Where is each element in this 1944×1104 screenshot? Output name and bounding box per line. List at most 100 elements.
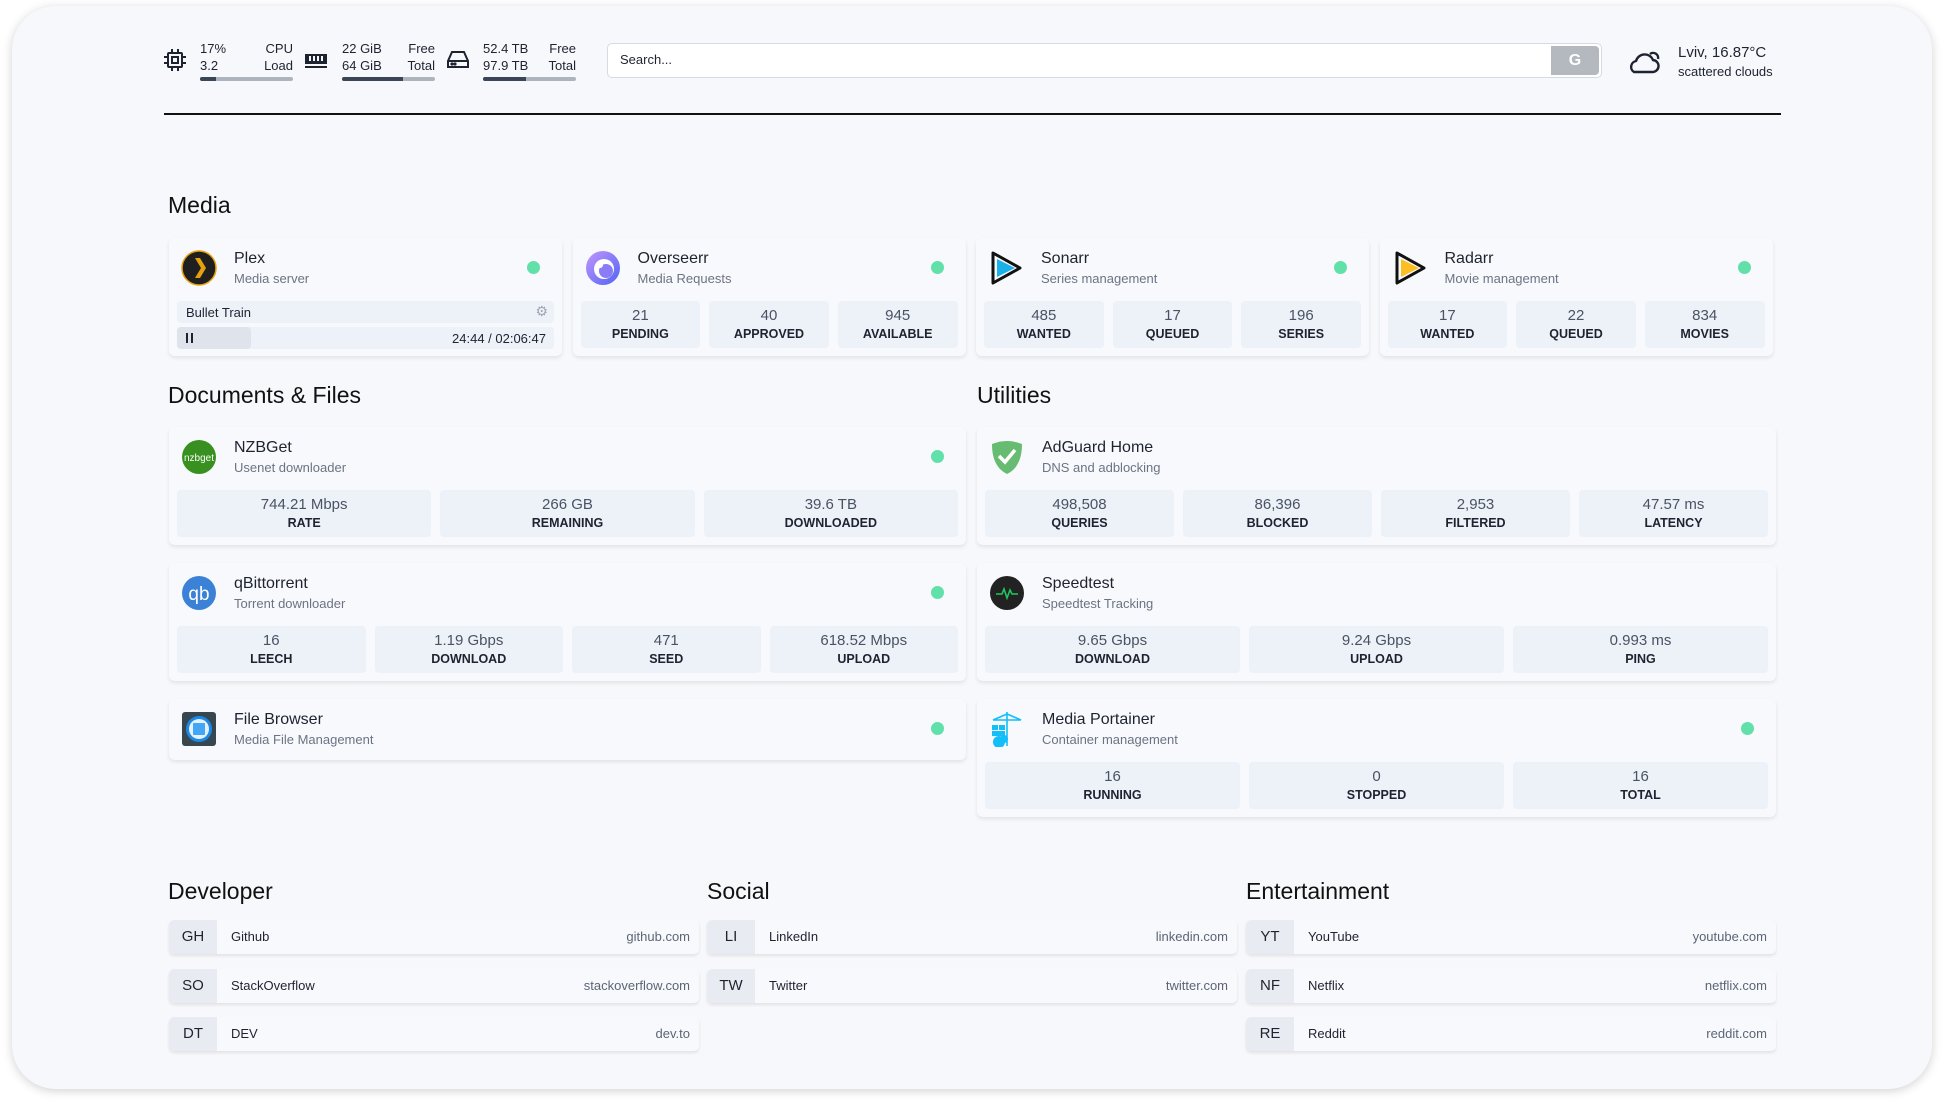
radarr-icon: [1392, 250, 1428, 286]
card-subtitle: Speedtest Tracking: [1042, 596, 1154, 611]
plex-card[interactable]: Plex Media server Bullet Train ⚙ 24:44 / 02:…: [169, 238, 562, 356]
stat-seed: 471 SEED: [572, 626, 761, 673]
pause-icon[interactable]: [186, 333, 193, 343]
stat-label: PING: [1625, 652, 1656, 666]
free-label: Free: [549, 41, 576, 56]
cpu-load: 3.2: [200, 58, 219, 73]
radarr-card[interactable]: Radarr Movie management 17 WANTED 22 QUEUED 83…: [1379, 238, 1773, 356]
settings-icon[interactable]: ⚙: [535, 303, 548, 319]
media-portainer-card[interactable]: Media Portainer Container management 16 RUN…: [977, 699, 1776, 817]
status-indicator: [1334, 261, 1347, 274]
stat-value: 47.57 ms: [1642, 496, 1705, 513]
stat-value: 1.19 Gbps: [434, 632, 504, 649]
stat-label: PENDING: [611, 327, 669, 341]
card-title: qBittorrent: [234, 575, 308, 592]
stat-label: LEECH: [250, 652, 293, 666]
stat-wanted: 17 WANTED: [1387, 301, 1508, 348]
stat-label: UPLOAD: [1350, 652, 1403, 666]
stat-downloaded: 39.6 TB DOWNLOADED: [703, 490, 958, 537]
now-playing-title: Bullet Train: [186, 305, 252, 320]
stat-value: 17: [1438, 307, 1456, 324]
stat-stopped: 0 STOPPED: [1249, 762, 1504, 809]
stat-rate: 744.21 Mbps RATE: [177, 490, 432, 537]
stat-label: BLOCKED: [1246, 516, 1309, 530]
overseerr-icon: [585, 250, 621, 286]
bookmark-linkedin[interactable]: LI LinkedIn linkedin.com: [707, 920, 1237, 954]
stat-label: WANTED: [1420, 327, 1475, 341]
section-entertainment: Entertainment: [1246, 878, 1390, 904]
bookmark-youtube[interactable]: YT YouTube youtube.com: [1246, 920, 1776, 954]
google-search-button[interactable]: G: [1551, 46, 1599, 75]
ram-total: 64 GiB: [342, 58, 382, 73]
svg-text:qb: qb: [188, 584, 209, 605]
stat-value: 39.6 TB: [804, 496, 857, 513]
disk-free: 52.4 TB: [483, 41, 529, 56]
playback-progress[interactable]: 24:44 / 02:06:47: [177, 327, 554, 349]
status-indicator: [931, 722, 944, 735]
stat-series: 196 SERIES: [1241, 301, 1362, 348]
card-subtitle: Media File Management: [234, 732, 374, 747]
speedtest-card[interactable]: Speedtest Speedtest Tracking 9.65 Gbps DOWN…: [977, 563, 1776, 681]
card-subtitle: Series management: [1041, 271, 1158, 286]
stat-label: APPROVED: [733, 327, 805, 341]
card-title: Radarr: [1444, 250, 1494, 267]
bookmark-abbr: SO: [169, 968, 217, 1003]
stat-label: DOWNLOADED: [784, 516, 877, 530]
sonarr-card[interactable]: Sonarr Series management 485 WANTED 17 QUEUED…: [976, 238, 1369, 356]
total-label: Total: [407, 58, 435, 73]
hard-drive-icon: [447, 51, 469, 68]
stat-value: 618.52 Mbps: [820, 632, 908, 649]
card-title: Plex: [234, 250, 266, 267]
bookmark-stackoverflow[interactable]: SO StackOverflow stackoverflow.com: [169, 968, 699, 1003]
status-indicator: [931, 586, 944, 599]
stat-value: 0: [1372, 768, 1381, 785]
bookmark-abbr: RE: [1246, 1017, 1294, 1051]
disk-total: 97.9 TB: [483, 58, 529, 73]
card-title: Media Portainer: [1042, 711, 1155, 728]
bookmark-name: Twitter: [769, 977, 808, 993]
stat-value: 471: [653, 632, 679, 649]
bookmark-url: github.com: [626, 929, 690, 944]
card-subtitle: DNS and adblocking: [1042, 460, 1161, 475]
card-subtitle: Movie management: [1444, 271, 1559, 286]
section-developer: Developer: [168, 878, 273, 904]
file-browser-card[interactable]: File Browser Media File Management: [169, 699, 966, 760]
bookmark-abbr: DT: [169, 1017, 217, 1051]
stat-label: WANTED: [1016, 327, 1071, 341]
stat-wanted: 485 WANTED: [984, 301, 1104, 348]
card-title: NZBGet: [234, 439, 292, 456]
qbittorrent-icon: qb: [181, 575, 217, 611]
bookmark-dev[interactable]: DT DEV dev.to: [169, 1017, 699, 1051]
progress-fill: [177, 327, 251, 349]
stat-value: 9.24 Gbps: [1341, 632, 1412, 649]
bookmark-name: Netflix: [1308, 977, 1345, 993]
bookmark-name: Github: [231, 929, 270, 944]
bookmark-github[interactable]: GH Github github.com: [169, 920, 699, 954]
search-input[interactable]: [620, 52, 1520, 67]
stat-label: QUEUED: [1549, 327, 1603, 341]
stats-row: 485 WANTED 17 QUEUED 196 SERIES: [984, 301, 1362, 348]
cpu-bar: [200, 77, 293, 81]
adguard-home-card[interactable]: AdGuard Home DNS and adblocking 498,508 QUE…: [977, 427, 1776, 545]
card-title: Speedtest: [1042, 575, 1115, 592]
bookmark-reddit[interactable]: RE Reddit reddit.com: [1246, 1017, 1776, 1051]
card-subtitle: Media server: [234, 271, 310, 286]
bookmark-netflix[interactable]: NF Netflix netflix.com: [1246, 968, 1776, 1003]
qbittorrent-card[interactable]: qb qBittorrent Torrent downloader 16 LEECH 1.…: [169, 563, 966, 681]
stat-latency: 47.57 ms LATENCY: [1579, 490, 1768, 537]
stat-value: 86,396: [1254, 496, 1301, 513]
bookmark-abbr: GH: [169, 920, 217, 954]
cpu-stat: 17% 3.2 CPU Load: [200, 40, 293, 82]
nzbget-card[interactable]: nzbget NZBGet Usenet downloader 744.21 Mbps…: [169, 427, 966, 545]
stat-approved: 40 APPROVED: [709, 301, 829, 348]
stat-label: RATE: [287, 516, 321, 530]
stat-value: 9.65 Gbps: [1077, 632, 1148, 649]
card-title: File Browser: [234, 711, 323, 728]
bookmark-twitter[interactable]: TW Twitter twitter.com: [707, 968, 1237, 1003]
status-indicator: [1741, 722, 1754, 735]
ram-bar: [342, 77, 435, 81]
stats-row: 21 PENDING 40 APPROVED 945 AVAILABLE: [580, 301, 958, 348]
adguard-icon: [989, 439, 1025, 475]
overseerr-card[interactable]: Overseerr Media Requests 21 PENDING 40 APPROV…: [572, 238, 966, 356]
bookmark-name: StackOverflow: [231, 977, 315, 993]
